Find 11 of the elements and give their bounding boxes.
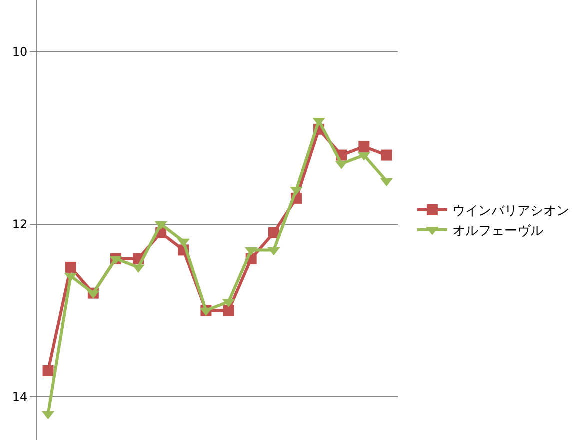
point <box>381 150 392 161</box>
point <box>268 227 280 238</box>
point <box>358 141 370 152</box>
legend-label: ウインバリアシオン <box>452 204 570 220</box>
y-tick-label: 10 <box>12 44 28 59</box>
y-tick-label: 12 <box>12 218 28 232</box>
y-tick-label: 14 <box>12 390 28 404</box>
point <box>42 365 54 376</box>
point <box>223 305 234 316</box>
legend-label: オルフェーヴル <box>452 224 544 239</box>
point <box>65 262 76 273</box>
